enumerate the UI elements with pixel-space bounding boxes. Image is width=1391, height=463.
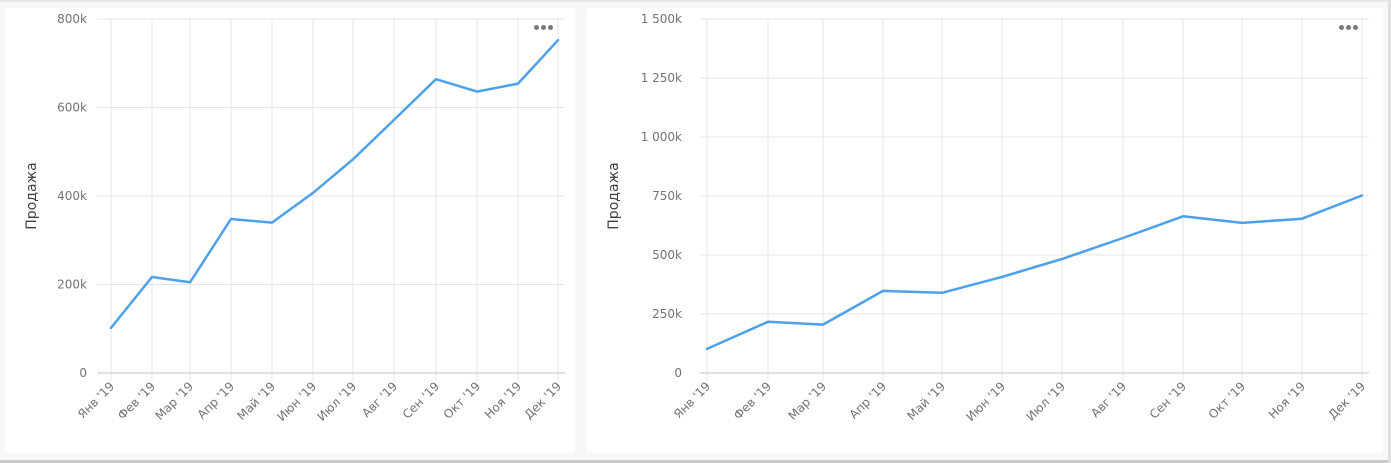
y-tick-label: 750k: [652, 189, 682, 203]
x-tick-label: Июн '19: [963, 379, 1008, 424]
chart-menu-button-right[interactable]: [1337, 23, 1360, 32]
more-horizontal-icon: [1353, 25, 1358, 30]
chart-card-left: [5, 8, 575, 453]
y-tick-label: 400k: [57, 189, 87, 203]
window-bottom-border: [0, 460, 1391, 463]
more-horizontal-icon: [541, 25, 546, 30]
y-tick-label: 200k: [57, 278, 87, 292]
x-tick-label: Авг '19: [1088, 379, 1129, 420]
chart-card-right: [586, 8, 1383, 453]
x-tick-label: Окт '19: [1206, 379, 1248, 421]
y-axis-title: Продажа: [24, 162, 40, 229]
series-line[interactable]: [705, 194, 1364, 351]
y-tick-label: 800k: [57, 12, 87, 26]
y-tick-label: 0: [79, 366, 87, 380]
y-tick-label: 500k: [652, 248, 682, 262]
y-tick-label: 1 000k: [641, 130, 682, 144]
window-right-border: [1388, 0, 1391, 463]
x-tick-label: Фев '19: [731, 379, 774, 422]
window-top-border: [0, 0, 1391, 2]
series-line[interactable]: [109, 38, 560, 330]
x-tick-label: Дек '19: [1325, 379, 1368, 422]
x-tick-label: Май '19: [904, 379, 948, 423]
y-tick-label: 1 500k: [641, 12, 682, 26]
y-tick-label: 0: [674, 366, 682, 380]
x-tick-label: Июл '19: [1023, 379, 1068, 424]
x-tick-label: Ноя '19: [1266, 379, 1308, 421]
more-horizontal-icon: [1346, 25, 1351, 30]
more-horizontal-icon: [548, 25, 553, 30]
x-tick-label: Апр '19: [847, 379, 889, 421]
y-tick-label: 600k: [57, 101, 87, 115]
y-tick-label: 1 250k: [641, 71, 682, 85]
x-tick-label: Сен '19: [1147, 379, 1189, 421]
y-axis-title: Продажа: [606, 162, 622, 229]
x-tick-label: Мар '19: [785, 379, 829, 423]
more-horizontal-icon: [534, 25, 539, 30]
y-tick-label: 250k: [652, 307, 682, 321]
chart-menu-button-left[interactable]: [532, 23, 555, 32]
x-tick-label: Янв '19: [671, 379, 713, 421]
more-horizontal-icon: [1339, 25, 1344, 30]
